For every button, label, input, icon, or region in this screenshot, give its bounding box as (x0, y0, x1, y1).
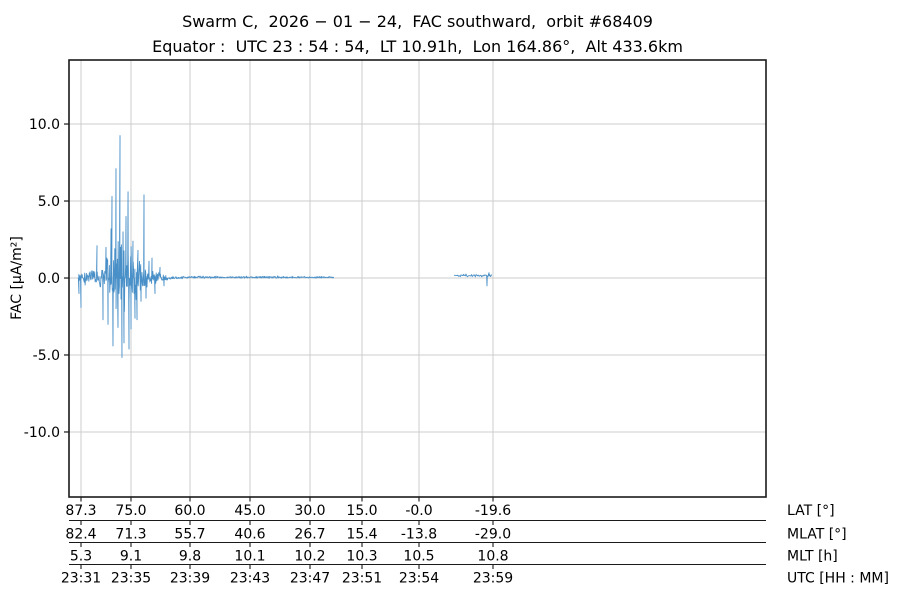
fac-trace (454, 272, 493, 287)
x-tick-label: 10.5 (403, 549, 434, 565)
axis-row-name: UTC [HH : MM] (787, 571, 889, 587)
chart-subtitle: Equator : UTC 23 : 54 : 54, LT 10.91h, L… (152, 37, 683, 56)
y-tick-label: -5.0 (33, 348, 60, 364)
x-tick-label: 75.0 (115, 503, 146, 519)
x-tick-label: 23:51 (342, 571, 382, 587)
x-tick-label: 82.4 (65, 527, 96, 543)
x-tick-label: 15.0 (346, 503, 377, 519)
x-tick-label: 30.0 (294, 503, 325, 519)
x-tick-label: 40.6 (234, 527, 265, 543)
x-tick-label: 71.3 (115, 527, 146, 543)
x-tick-label: -29.0 (475, 527, 511, 543)
x-tick-label: 55.7 (174, 527, 205, 543)
x-tick-label: 23:59 (473, 571, 513, 587)
x-tick-label: -13.8 (401, 527, 437, 543)
x-tick-label: 23:47 (290, 571, 330, 587)
x-tick-label: 23:43 (230, 571, 270, 587)
y-tick-label: 10.0 (29, 117, 60, 133)
x-tick-label: 60.0 (174, 503, 205, 519)
x-tick-label: 10.3 (346, 549, 377, 565)
x-tick-label: 23:54 (399, 571, 439, 587)
x-tick-label: 23:39 (170, 571, 210, 587)
fac-trace (77, 135, 335, 358)
axis-row-name: MLT [h] (787, 549, 838, 565)
axis-row-name: LAT [°] (787, 503, 835, 519)
x-tick-label: 15.4 (346, 527, 377, 543)
x-tick-label: 10.2 (294, 549, 325, 565)
axis-row-name: MLAT [°] (787, 527, 847, 543)
x-tick-label: 23:35 (111, 571, 151, 587)
x-tick-label: 26.7 (294, 527, 325, 543)
x-tick-label: 23:31 (61, 571, 101, 587)
x-tick-label: 10.1 (234, 549, 265, 565)
x-tick-label: 9.1 (120, 549, 142, 565)
x-tick-label: -0.0 (405, 503, 432, 519)
x-tick-label: -19.6 (475, 503, 511, 519)
y-tick-label: 0.0 (38, 271, 60, 287)
x-tick-label: 9.8 (179, 549, 201, 565)
x-tick-label: 87.3 (65, 503, 96, 519)
y-tick-label: -10.0 (24, 425, 60, 441)
x-tick-label: 10.8 (477, 549, 508, 565)
y-tick-label: 5.0 (38, 194, 60, 210)
x-tick-label: 45.0 (234, 503, 265, 519)
chart-title: Swarm C, 2026 − 01 − 24, FAC southward, … (182, 12, 653, 31)
x-tick-label: 5.3 (70, 549, 92, 565)
